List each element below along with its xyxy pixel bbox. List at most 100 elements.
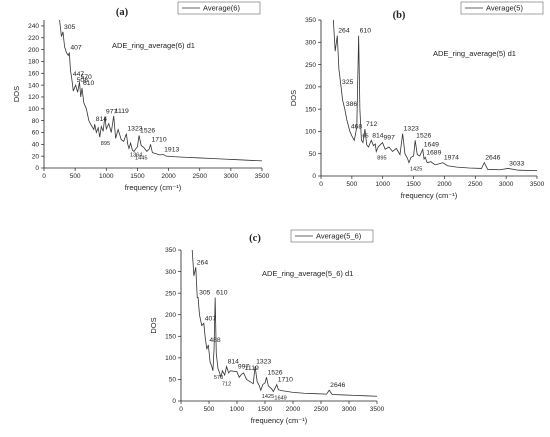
peak-label: 264 <box>338 28 350 35</box>
peak-label: 1445 <box>135 155 147 161</box>
x-tick-label: 1500 <box>130 173 145 180</box>
y-tick-label: 100 <box>165 355 176 362</box>
peak-label: 1425 <box>410 167 422 173</box>
peak-label: 1649 <box>274 396 286 402</box>
peak-label: 610 <box>83 80 95 87</box>
peak-label: 997 <box>384 135 396 142</box>
y-tick-label: 140 <box>28 82 39 89</box>
legend: Average(5_6) <box>290 229 374 243</box>
peak-label: 610 <box>360 28 372 35</box>
peak-label: 1649 <box>424 141 439 148</box>
panel-label: (a) <box>116 7 129 18</box>
peak-label: 1425 <box>262 394 274 400</box>
chart-a: 0 500 1000 1500 2000 2500 3000 3500 0 20 40 60 80 100… <box>12 1 270 192</box>
series-line-0 <box>59 19 263 162</box>
y-tick-label: 220 <box>28 35 39 42</box>
x-tick-label: 500 <box>346 181 357 188</box>
chart-b: 0 500 1000 1500 2000 2500 3000 3500 0 50 100 150 200… <box>289 1 545 200</box>
peak-label: 712 <box>366 121 378 128</box>
x-axis-label: frequency (cm⁻¹) <box>401 191 458 200</box>
peak-label: 1710 <box>278 377 293 384</box>
legend-text: Average(5_6) <box>316 232 362 241</box>
peak-label: 2646 <box>330 382 345 389</box>
peak-label: 407 <box>70 45 82 52</box>
peak-label: 264 <box>197 259 209 266</box>
peak-label: 997 <box>238 364 250 371</box>
peak-label: 508 <box>77 77 89 84</box>
peak-label: 814 <box>372 132 384 139</box>
x-tick-label: 3500 <box>255 173 270 180</box>
peak-label: 977 <box>106 108 118 115</box>
peak-label: 447 <box>73 71 85 78</box>
peak-label: 386 <box>346 101 358 108</box>
peak-label: 895 <box>377 155 386 161</box>
x-tick-label: 3500 <box>530 181 545 188</box>
x-tick-label: 3000 <box>224 173 239 180</box>
peak-label: 814 <box>96 116 108 123</box>
y-tick-label: 0 <box>312 173 316 180</box>
y-tick-label: 350 <box>165 247 176 254</box>
x-tick-label: 3000 <box>342 406 357 413</box>
legend-box <box>290 229 374 243</box>
y-axis-label: DOS <box>12 86 21 102</box>
y-tick-label: 300 <box>165 269 176 276</box>
peak-label: 1526 <box>140 127 155 134</box>
peak-label: 325 <box>342 79 354 86</box>
y-tick-label: 100 <box>28 106 39 113</box>
peak-label: 1526 <box>267 369 282 376</box>
peak-label: 1323 <box>256 358 271 365</box>
y-tick-label: 150 <box>305 106 316 113</box>
peak-label: 1689 <box>426 149 441 156</box>
peak-label: 1364 <box>130 152 142 158</box>
legend-box <box>460 1 544 15</box>
x-tick-label: 2000 <box>437 181 452 188</box>
peak-label: 407 <box>205 315 217 322</box>
legend: Average(6) <box>177 1 261 15</box>
legend-text: Average(5) <box>486 4 523 13</box>
x-tick-label: 0 <box>179 406 183 413</box>
y-tick-label: 80 <box>32 118 40 125</box>
peak-label: 570 <box>81 74 93 81</box>
x-tick-label: 0 <box>319 181 323 188</box>
y-tick-label: 20 <box>32 153 40 160</box>
chart-panel-c: 0 500 1000 1500 2000 2500 3000 3500 0 50 100 150 200… <box>135 225 415 432</box>
panel-label: (b) <box>393 10 406 21</box>
chart-panel-a: 0 500 1000 1500 2000 2500 3000 3500 0 20 40 60 80 100… <box>0 0 275 215</box>
y-tick-label: 150 <box>165 333 176 340</box>
y-tick-label: 200 <box>165 312 176 319</box>
peak-label: 610 <box>216 289 228 296</box>
legend: Average(5) <box>460 1 544 15</box>
series-line-0 <box>191 249 378 397</box>
x-tick-label: 1500 <box>258 406 273 413</box>
y-tick-label: 0 <box>35 165 39 172</box>
x-tick-label: 1000 <box>99 173 114 180</box>
y-tick-label: 0 <box>172 398 176 405</box>
y-tick-label: 200 <box>305 84 316 91</box>
peak-label: 1323 <box>127 126 142 133</box>
peak-label: 488 <box>209 337 221 344</box>
y-tick-label: 60 <box>32 130 40 137</box>
x-tick-label: 3500 <box>370 406 385 413</box>
x-tick-label: 1000 <box>375 181 390 188</box>
y-tick-label: 100 <box>305 129 316 136</box>
chart-c: 0 500 1000 1500 2000 2500 3000 3500 0 50 100 150 200… <box>149 229 385 425</box>
x-tick-label: 500 <box>204 406 215 413</box>
panel-label: (c) <box>249 233 261 244</box>
peak-label: 2646 <box>485 155 500 162</box>
y-tick-label: 250 <box>165 290 176 297</box>
series-line-0 <box>332 19 538 172</box>
x-tick-label: 3000 <box>499 181 514 188</box>
y-tick-label: 50 <box>169 377 177 384</box>
y-tick-label: 160 <box>28 70 39 77</box>
legend-box <box>177 1 261 15</box>
y-axis-label: DOS <box>289 90 298 106</box>
peak-label: 1323 <box>404 126 419 133</box>
y-tick-label: 350 <box>305 17 316 24</box>
x-tick-label: 2500 <box>468 181 483 188</box>
chart-panel-b: 0 500 1000 1500 2000 2500 3000 3500 0 50 100 150 200… <box>275 0 550 215</box>
peak-label: 3033 <box>509 160 524 167</box>
peak-label: 65 <box>362 133 368 139</box>
y-axis-label: DOS <box>149 317 158 333</box>
y-tick-label: 180 <box>28 59 39 66</box>
chart-title: ADE_ring_average(5) d1 <box>433 49 516 58</box>
